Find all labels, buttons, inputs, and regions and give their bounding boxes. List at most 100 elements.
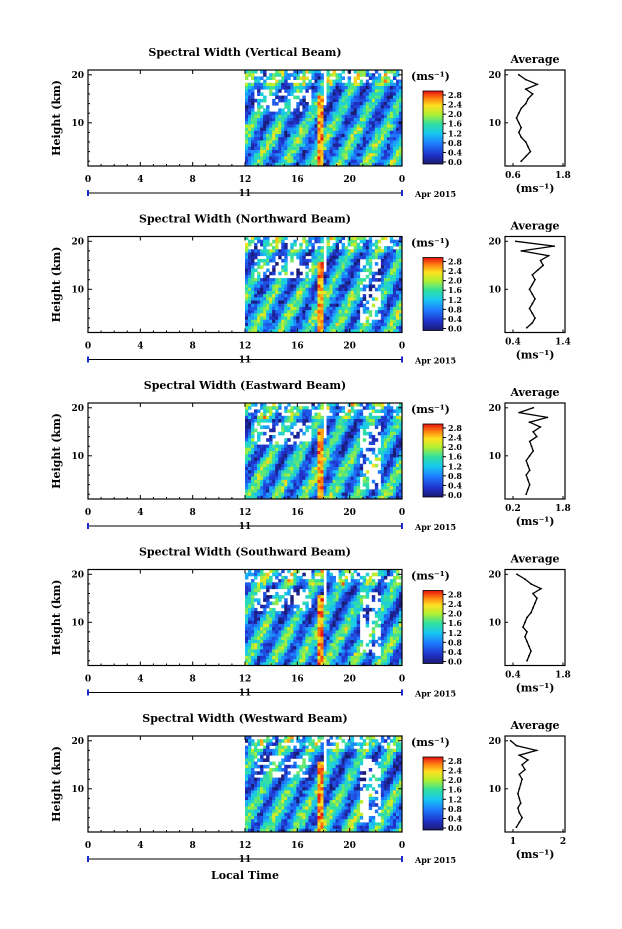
heatmap-cell <box>341 297 346 301</box>
heatmap-cell <box>320 473 324 477</box>
heatmap-cell <box>347 153 352 157</box>
heatmap-cell <box>380 281 385 285</box>
heatmap-cell <box>338 86 343 90</box>
heatmap-cell <box>251 150 255 154</box>
heatmap-cell <box>272 489 276 493</box>
heatmap-cell <box>290 646 294 650</box>
heatmap-cell <box>248 655 252 660</box>
heatmap-cell <box>275 489 279 493</box>
heatmap-cell <box>392 281 397 285</box>
heatmap-cell <box>257 127 261 132</box>
heatmap-cell <box>329 284 333 289</box>
heatmap-cell <box>266 463 270 468</box>
heatmap-cell <box>251 294 255 298</box>
heatmap-cell <box>377 159 382 164</box>
heatmap-cell <box>257 483 261 487</box>
heatmap-cell <box>263 419 267 423</box>
heatmap-cell <box>377 239 382 244</box>
heatmap-cell <box>293 479 297 484</box>
heatmap-cell <box>287 121 291 125</box>
heatmap-cell <box>257 130 261 135</box>
heatmap-cell <box>371 492 376 497</box>
heatmap-cell <box>374 102 379 106</box>
heatmap-cell <box>260 281 264 285</box>
heatmap-cell <box>263 492 267 497</box>
heatmap-cell <box>374 137 379 141</box>
heatmap-cell <box>257 460 261 465</box>
heatmap-cell <box>296 76 300 80</box>
heatmap-cell <box>269 287 273 292</box>
heatmap-cell <box>266 329 270 333</box>
heatmap-cell <box>371 255 376 260</box>
heatmap-cell <box>326 265 330 269</box>
heatmap-cell <box>368 118 373 122</box>
heatmap-cell <box>323 281 327 285</box>
x-tick-label: 12 <box>239 342 252 352</box>
heatmap-cell <box>266 268 270 273</box>
heatmap-cell <box>275 451 279 455</box>
heatmap-cell <box>278 662 282 666</box>
heatmap-cell <box>245 98 249 103</box>
heatmap-cell <box>335 73 339 77</box>
heatmap-cell <box>326 467 330 471</box>
heatmap-cell <box>317 258 321 263</box>
heatmap-cell <box>311 569 315 574</box>
heatmap-cell <box>314 316 318 321</box>
heatmap-cell <box>263 662 267 666</box>
heatmap-cell <box>383 457 388 461</box>
heatmap-cell <box>323 297 327 301</box>
heatmap-cell <box>353 236 358 241</box>
heatmap-cell <box>284 252 288 257</box>
heatmap-cell <box>341 290 346 295</box>
heatmap-cell <box>338 105 343 109</box>
heatmap-cell <box>356 108 361 112</box>
heatmap-cell <box>320 82 324 87</box>
heatmap-cell <box>317 236 321 241</box>
heatmap-cell <box>389 274 394 279</box>
heatmap-cell <box>278 124 282 128</box>
heatmap-cell <box>365 322 370 327</box>
heatmap-cell <box>263 322 267 327</box>
heatmap-cell <box>398 473 403 477</box>
average-point <box>528 307 531 310</box>
heatmap-cell <box>389 102 394 106</box>
heatmap-cell <box>269 451 273 455</box>
heatmap-cell <box>305 476 309 481</box>
heatmap-cell <box>278 611 282 615</box>
heatmap-cell <box>266 639 270 644</box>
heatmap-cell <box>302 636 306 641</box>
heatmap-cell <box>353 242 358 247</box>
y-tick-label: 20 <box>71 237 84 247</box>
heatmap-cell <box>398 150 403 154</box>
heatmap-cell <box>257 140 261 144</box>
heatmap-cell <box>311 121 315 125</box>
heatmap-cell <box>284 124 288 128</box>
heatmap-cell <box>257 643 261 647</box>
heatmap-cell <box>251 431 255 436</box>
heatmap-cell <box>338 476 343 481</box>
heatmap-cell <box>275 655 279 660</box>
heatmap-cell <box>338 150 343 154</box>
heatmap-cell <box>377 329 382 333</box>
heatmap-cell <box>329 262 333 266</box>
heatmap-cell <box>320 143 324 148</box>
heatmap-cell <box>356 124 361 128</box>
heatmap-cell <box>311 425 315 429</box>
heatmap-cell <box>323 150 327 154</box>
heatmap-cell <box>371 79 376 84</box>
heatmap-cell <box>362 82 367 87</box>
heatmap-cell <box>287 281 291 285</box>
heatmap-cell <box>248 319 252 324</box>
heatmap-cell <box>344 473 349 477</box>
heatmap-cell <box>374 329 379 333</box>
heatmap-cell <box>272 422 276 426</box>
heatmap-cell <box>284 454 288 458</box>
heatmap-cell <box>311 95 315 100</box>
heatmap-cell <box>353 444 358 449</box>
y-axis-label: Height (km) <box>50 580 63 656</box>
heatmap-cell <box>311 89 315 93</box>
heatmap-cell <box>302 409 306 413</box>
heatmap-cell <box>338 431 343 436</box>
heatmap-cell <box>251 454 255 458</box>
heatmap-cell <box>299 70 303 74</box>
